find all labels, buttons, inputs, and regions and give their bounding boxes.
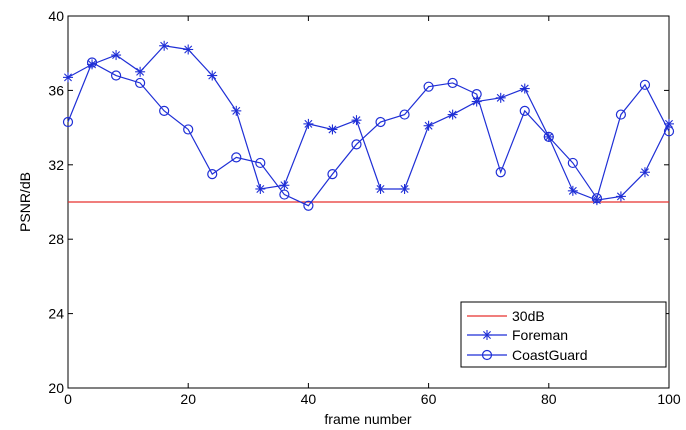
data-point-star — [303, 118, 314, 129]
data-point-star — [495, 92, 506, 103]
legend-label-foreman: Foreman — [512, 327, 568, 343]
x-tick-label: 0 — [64, 391, 72, 407]
data-point-star — [423, 120, 434, 131]
data-point-circle — [231, 152, 242, 163]
data-point-circle — [303, 200, 314, 211]
data-point-star — [111, 50, 122, 61]
data-point-star — [327, 124, 338, 135]
data-point-circle — [495, 167, 506, 178]
data-point-star — [279, 180, 290, 191]
x-tick-label: 60 — [421, 391, 437, 407]
data-point-circle — [399, 109, 410, 120]
legend-label-coastguard: CoastGuard — [512, 347, 587, 363]
legend-star-mark — [482, 330, 492, 340]
series-foreman — [63, 40, 674, 206]
data-point-star — [351, 115, 362, 126]
data-point-circle — [471, 89, 482, 100]
y-axis-label: PSNR/dB — [17, 172, 33, 232]
data-point-star — [231, 105, 242, 116]
x-axis-label: frame number — [324, 411, 411, 427]
y-tick-label: 36 — [48, 82, 64, 98]
data-point-star — [399, 183, 410, 194]
data-point-star — [447, 109, 458, 120]
legend: 30dB Foreman CoastGuard — [460, 301, 667, 368]
x-tick-label: 20 — [180, 391, 196, 407]
y-tick-label: 40 — [48, 8, 64, 24]
data-point-circle — [351, 139, 362, 150]
data-point-star — [519, 83, 530, 94]
data-point-circle — [207, 169, 218, 180]
x-tick-label: 100 — [657, 391, 681, 407]
y-tick-label: 20 — [48, 380, 64, 396]
data-point-circle — [375, 116, 386, 128]
data-point-star — [615, 191, 626, 202]
data-point-circle — [159, 105, 170, 116]
data-point-star — [375, 183, 386, 194]
x-tick-label: 40 — [301, 391, 317, 407]
data-point-circle — [519, 105, 530, 116]
y-tick-label: 28 — [48, 231, 64, 247]
data-point-circle — [255, 157, 266, 169]
data-point-circle — [639, 79, 651, 90]
data-point-star — [567, 185, 578, 196]
series-coastguard — [62, 57, 675, 211]
data-point-circle — [110, 70, 122, 81]
data-point-circle — [567, 157, 578, 169]
data-point-circle — [591, 193, 602, 204]
data-point-star — [63, 72, 73, 83]
data-point-star — [135, 66, 146, 77]
series-line-foreman — [67, 45, 670, 201]
data-point-circle — [615, 109, 627, 120]
data-point-star — [639, 167, 650, 178]
data-point-star — [207, 70, 218, 81]
data-point-circle — [86, 57, 98, 68]
x-tick-label: 80 — [541, 391, 557, 407]
y-tick-label: 24 — [48, 306, 64, 322]
legend-circle-icon — [481, 349, 493, 361]
data-point-circle — [135, 77, 146, 89]
data-point-circle — [62, 116, 74, 128]
y-tick-label: 32 — [48, 157, 64, 173]
data-point-circle — [423, 81, 434, 92]
data-point-star — [183, 44, 194, 55]
data-point-circle — [447, 77, 458, 89]
legend-label-30db: 30dB — [512, 308, 545, 324]
data-point-circle — [543, 131, 554, 142]
legend-star-icon — [482, 330, 492, 340]
series-layer — [62, 40, 675, 211]
data-point-circle — [663, 126, 675, 137]
data-point-circle — [327, 169, 338, 180]
data-point-circle — [279, 189, 290, 200]
data-point-circle — [183, 124, 194, 135]
data-point-star — [255, 183, 266, 194]
data-point-star — [159, 40, 170, 51]
